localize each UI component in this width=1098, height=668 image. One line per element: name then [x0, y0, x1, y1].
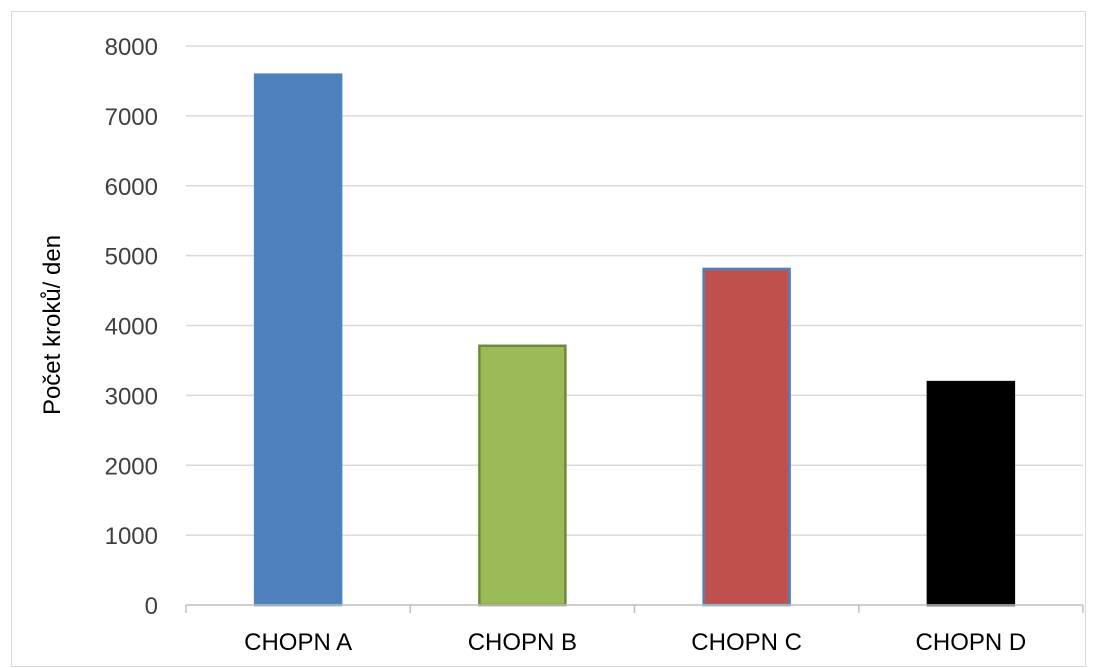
y-tick-label-7000: 7000	[105, 104, 158, 131]
x-axis	[185, 604, 1084, 613]
bar-chopn-b	[478, 344, 567, 607]
bar-chopn-a	[253, 73, 343, 607]
x-category-label-chopn-b: CHOPN B	[468, 629, 577, 656]
bar-chopn-c	[702, 267, 791, 607]
x-axis-categories: CHOPN A CHOPN B CHOPN C CHOPN D	[244, 629, 1026, 656]
y-tick-label-6000: 6000	[105, 174, 158, 201]
y-tick-label-1000: 1000	[105, 523, 158, 550]
y-tick-label-4000: 4000	[105, 314, 158, 341]
x-category-label-chopn-c: CHOPN C	[691, 629, 802, 656]
y-axis-title: Počet kroků/ den	[39, 235, 66, 415]
y-tick-label-5000: 5000	[105, 244, 158, 271]
bars	[253, 73, 1016, 607]
x-category-label-chopn-d: CHOPN D	[916, 629, 1027, 656]
bar-chopn-d	[926, 380, 1016, 607]
y-tick-label-0: 0	[145, 593, 158, 620]
y-axis-ticks: 0 1000 2000 3000 4000 5000 6000 7000 8000	[105, 34, 158, 620]
x-category-label-chopn-a: CHOPN A	[244, 629, 352, 656]
y-tick-label-2000: 2000	[105, 453, 158, 480]
y-tick-label-3000: 3000	[105, 383, 158, 410]
y-tick-label-8000: 8000	[105, 34, 158, 61]
